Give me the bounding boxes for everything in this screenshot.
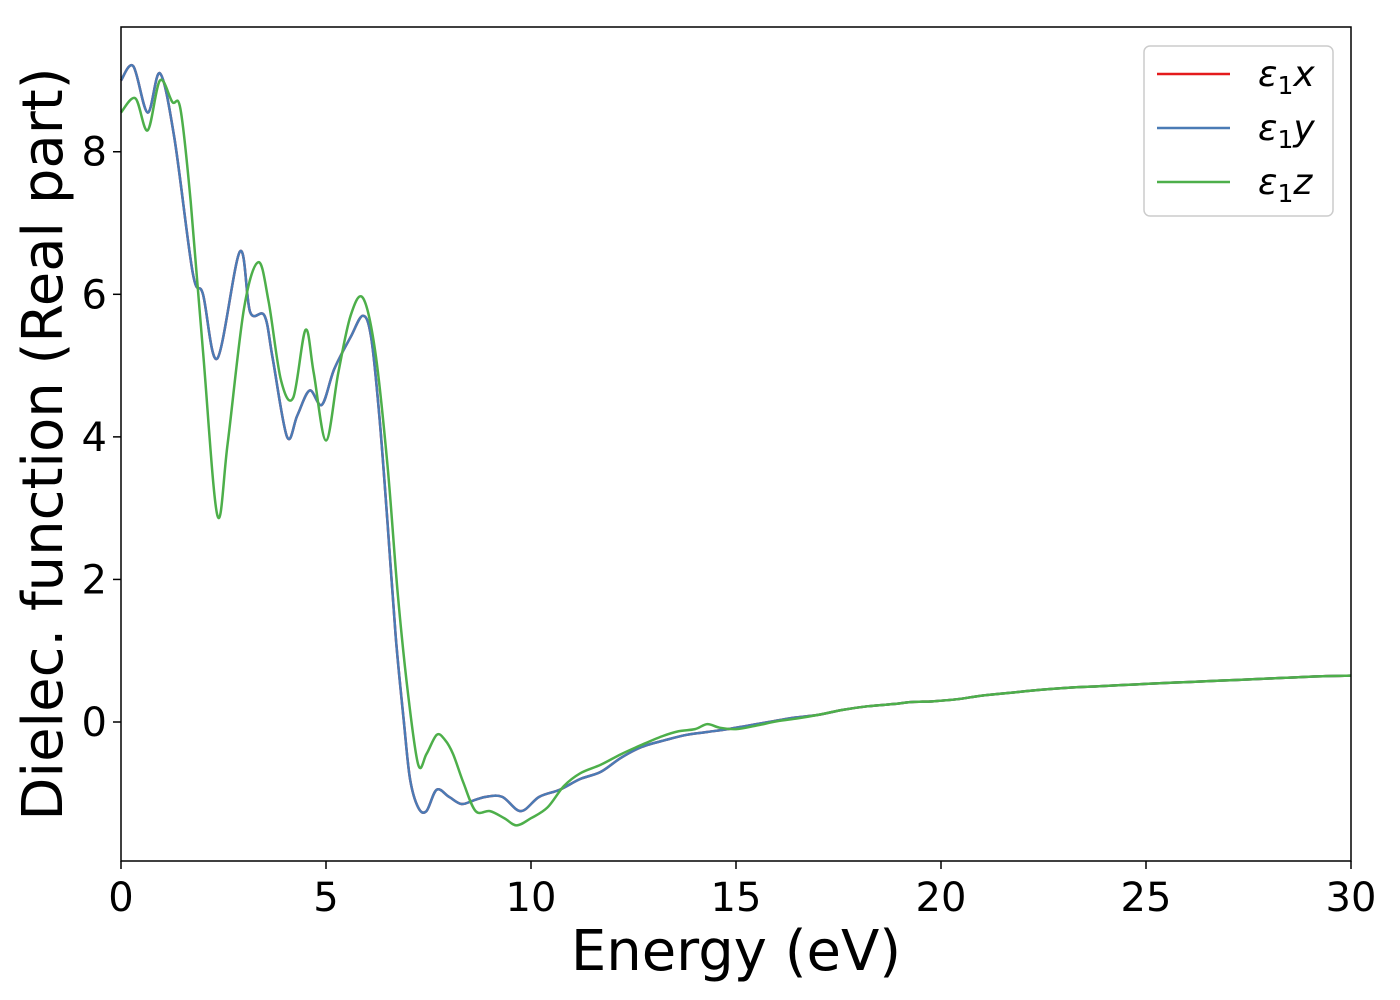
x-tick-label: 10 [506, 875, 557, 921]
y-axis-label: Dielec. function (Real part) [11, 67, 76, 820]
legend-label-z: ε1z [1258, 162, 1313, 208]
legend-box [1143, 45, 1334, 217]
y-axis-ticks: 0 2 4 6 8 [82, 130, 121, 746]
y-tick-label: 8 [82, 130, 107, 176]
x-tick-label: 15 [711, 875, 762, 921]
x-tick-label: 20 [916, 875, 967, 921]
y-tick-label: 4 [82, 415, 107, 461]
y-tick-label: 0 [82, 700, 107, 746]
series-layer [119, 63, 1352, 827]
y-tick-label: 2 [82, 557, 107, 603]
y-tick-label: 6 [82, 272, 107, 318]
x-tick-label: 25 [1121, 875, 1172, 921]
x-tick-label: 30 [1326, 875, 1377, 921]
legend-label-y: ε1y [1258, 108, 1315, 154]
x-axis-label: Energy (eV) [571, 919, 901, 984]
legend-label-x: ε1x [1258, 54, 1315, 100]
x-tick-label: 5 [313, 875, 338, 921]
x-tick-label: 0 [108, 875, 133, 921]
series-line-z [120, 78, 1352, 827]
x-axis-ticks: 0 5 10 15 20 25 30 [108, 861, 1376, 921]
legend: ε1x ε1y ε1z [1143, 45, 1334, 217]
